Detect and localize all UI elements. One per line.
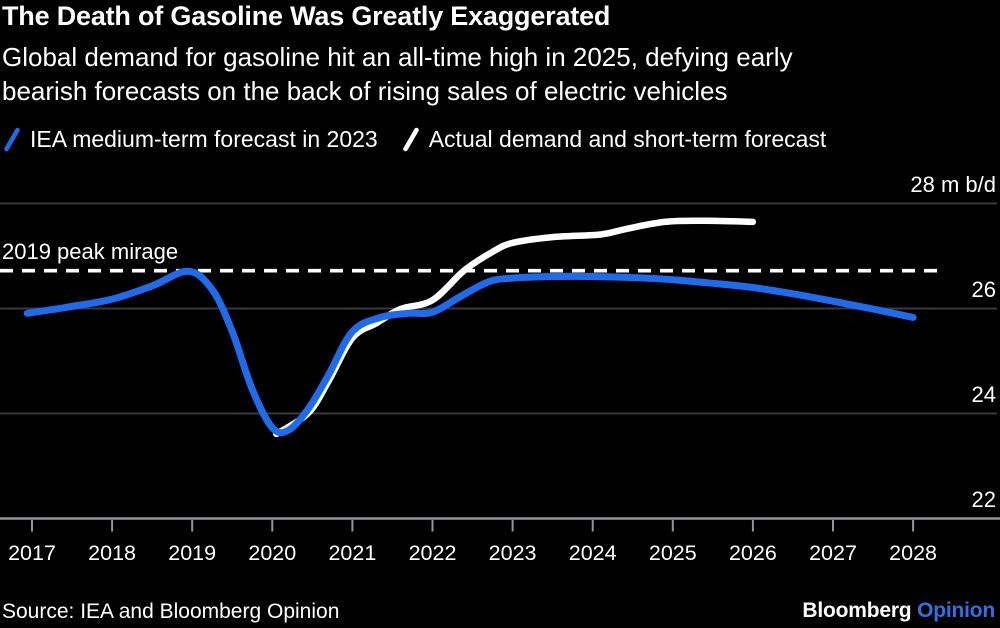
y-tick-label: 24	[972, 382, 996, 407]
x-tick-label: 2022	[409, 541, 457, 565]
logo-opinion: Opinion	[917, 599, 995, 622]
x-tick-label: 2028	[889, 541, 937, 565]
x-tick-label: 2024	[569, 541, 617, 565]
y-tick-label: 28 m b/d	[910, 172, 996, 197]
subtitle-line-1: Global demand for gasoline hit an all-ti…	[2, 42, 793, 72]
y-tick-label: 26	[972, 277, 996, 302]
x-tick-label: 2023	[489, 541, 537, 565]
legend-item-actual: Actual demand and short-term forecast	[402, 126, 827, 153]
series-iea-forecast-line	[23, 267, 917, 437]
logo-bloomberg: Bloomberg	[802, 599, 912, 622]
legend-label-forecast: IEA medium-term forecast in 2023	[30, 126, 378, 152]
x-tick-label: 2017	[8, 541, 56, 565]
x-tick-label: 2027	[809, 541, 857, 565]
source-note: Source: IEA and Bloomberg Opinion	[2, 600, 340, 623]
x-tick-label: 2025	[649, 541, 697, 565]
page-title: The Death of Gasoline Was Greatly Exagge…	[2, 1, 611, 31]
chart-subtitle: Global demand for gasoline hit an all-ti…	[2, 40, 793, 108]
legend-item-forecast: IEA medium-term forecast in 2023	[3, 126, 378, 153]
x-tick-label: 2019	[168, 541, 216, 565]
x-tick-label: 2018	[88, 541, 136, 565]
y-tick-label: 22	[972, 487, 996, 512]
series-actual-demand-line	[273, 217, 757, 438]
legend-label-actual: Actual demand and short-term forecast	[428, 126, 827, 152]
x-tick-label: 2026	[729, 541, 777, 565]
slash-icon	[4, 127, 20, 152]
x-tick-label: 2020	[248, 541, 296, 565]
reference-line-label: 2019 peak mirage	[2, 239, 179, 264]
subtitle-line-2: bearish forecasts on the back of rising …	[2, 76, 728, 106]
slash-icon	[402, 127, 419, 152]
x-tick-label: 2021	[328, 541, 376, 565]
bloomberg-opinion-logo: Bloomberg Opinion	[802, 599, 995, 623]
legend: IEA medium-term forecast in 2023 Actual …	[3, 126, 826, 153]
